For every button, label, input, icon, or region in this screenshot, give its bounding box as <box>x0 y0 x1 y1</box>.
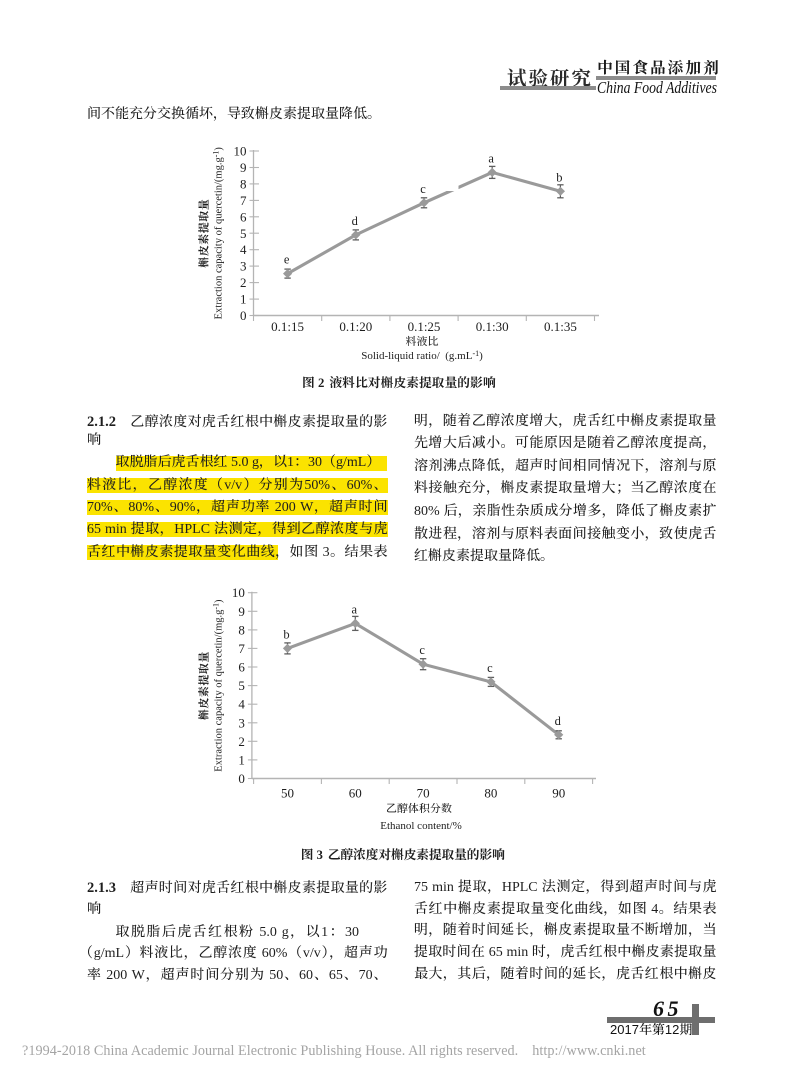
svg-text:5: 5 <box>240 226 247 241</box>
svg-text:5: 5 <box>238 678 245 693</box>
svg-text:3: 3 <box>240 259 247 274</box>
svg-text:50: 50 <box>281 786 294 801</box>
svg-text:d: d <box>555 714 562 728</box>
svg-text:2: 2 <box>240 275 247 290</box>
svg-text:80: 80 <box>484 786 497 801</box>
svg-text:0: 0 <box>238 771 245 786</box>
svg-text:b: b <box>283 627 289 641</box>
svg-text:c: c <box>419 643 425 657</box>
svg-text:0.1:25: 0.1:25 <box>408 319 441 334</box>
svg-text:10: 10 <box>232 588 245 600</box>
svg-text:c: c <box>487 661 493 675</box>
svg-text:2: 2 <box>238 734 245 749</box>
svg-text:乙醇体积分数: 乙醇体积分数 <box>386 801 452 816</box>
svg-text:c: c <box>420 182 426 196</box>
svg-text:4: 4 <box>238 697 245 712</box>
svg-text:3: 3 <box>238 715 245 730</box>
svg-text:0.1:20: 0.1:20 <box>339 319 372 334</box>
svg-text:1: 1 <box>238 752 245 767</box>
svg-text:60: 60 <box>349 786 362 801</box>
svg-text:8: 8 <box>240 176 247 191</box>
svg-text:槲皮素提取量: 槲皮素提取量 <box>196 651 212 720</box>
svg-text:a: a <box>488 151 494 165</box>
svg-text:Extraction capacity of quercet: Extraction capacity of quercetin/(mg.g-1… <box>212 147 225 320</box>
svg-text:Solid-liquid ratio/ (g.mL-1): Solid-liquid ratio/ (g.mL-1) <box>361 349 483 362</box>
svg-text:8: 8 <box>238 622 245 637</box>
svg-text:4: 4 <box>240 242 247 257</box>
svg-text:9: 9 <box>238 604 245 619</box>
svg-text:7: 7 <box>240 193 247 208</box>
svg-text:d: d <box>352 214 359 228</box>
svg-text:6: 6 <box>238 660 245 675</box>
svg-text:9: 9 <box>240 160 247 175</box>
svg-text:10: 10 <box>234 144 247 159</box>
svg-text:0: 0 <box>240 308 247 323</box>
svg-text:7: 7 <box>238 641 245 656</box>
svg-text:6: 6 <box>240 209 247 224</box>
svg-text:槲皮素提取量: 槲皮素提取量 <box>196 199 212 268</box>
svg-text:0.1:35: 0.1:35 <box>544 319 577 334</box>
svg-text:70: 70 <box>417 786 430 801</box>
svg-text:Ethanol content/%: Ethanol content/% <box>380 820 462 832</box>
svg-text:a: a <box>352 602 358 616</box>
svg-text:b: b <box>556 170 562 184</box>
svg-text:0.1:15: 0.1:15 <box>271 319 304 334</box>
svg-text:0.1:30: 0.1:30 <box>476 319 509 334</box>
svg-text:料液比: 料液比 <box>406 334 439 349</box>
svg-text:e: e <box>284 253 290 267</box>
svg-text:1: 1 <box>240 292 247 307</box>
svg-text:90: 90 <box>552 786 565 801</box>
svg-text:Extraction capacity of quercet: Extraction capacity of quercetin/(mg.g-1… <box>212 599 225 772</box>
